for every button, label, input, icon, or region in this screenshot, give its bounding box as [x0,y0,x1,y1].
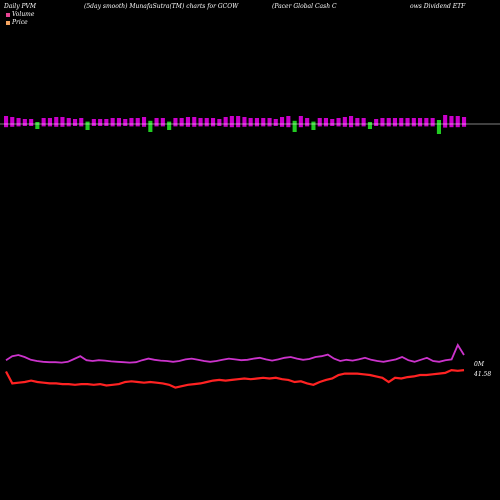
header-chart-title: (5day smooth) MunafaSutra(TM) charts for… [84,3,239,10]
volume-bar [22,119,27,126]
volume-bar [449,116,454,128]
volume-bar [386,118,391,127]
volume-bar [273,119,278,126]
volume-end-label: 0M [474,361,485,368]
volume-bar [60,117,65,127]
volume-bar [29,119,34,126]
volume-bar [198,118,203,127]
volume-bar [211,118,216,127]
volume-bar [148,120,153,132]
volume-bar [66,118,71,127]
volume-bar [317,118,322,127]
volume-bar [286,116,291,128]
header-fund-name-cont: ows Dividend ETF [410,3,466,10]
price-end-label: 41.58 [473,371,491,378]
volume-bar [160,118,165,127]
volume-bar [135,118,140,127]
volume-bar [349,116,354,128]
volume-bar [380,118,385,127]
volume-bar [47,118,52,127]
volume-bar [430,118,435,127]
volume-bar [411,118,416,127]
header-fund-name: (Pacer Global Cash C [272,3,337,10]
volume-bar [424,118,429,127]
volume-bar [4,116,9,128]
volume-bar [392,118,397,127]
volume-bar [405,118,410,127]
volume-bars [4,115,467,134]
volume-bar [298,116,303,128]
legend-volume: Volume [6,11,34,18]
volume-bar [443,115,448,128]
volume-bar [267,118,272,127]
volume-bar [229,116,234,128]
volume-line [5,343,465,364]
volume-bar [179,118,184,127]
volume-bar [342,117,347,127]
volume-bar [10,117,15,127]
volume-bar [361,118,366,127]
volume-bar [73,119,78,126]
volume-bar [462,117,467,127]
volume-bar [185,117,190,127]
volume-bar [35,122,40,129]
volume-bar [236,116,241,128]
volume-bar [142,117,147,127]
volume-bar [217,119,222,126]
legend-price: Price [6,19,28,26]
volume-bar [374,119,379,126]
volume-bar [436,120,441,134]
price-swatch [6,20,10,25]
volume-bar [123,119,128,126]
volume-bar [355,118,360,127]
volume-bar [16,118,21,127]
volume-bar [367,122,372,129]
volume-bar [129,118,134,127]
volume-bar [85,121,90,130]
volume-bar [91,119,96,126]
volume-bar [254,118,259,127]
volume-bar [98,119,103,126]
volume-bar [305,118,310,127]
volume-bar [54,117,59,127]
volume-bar [154,118,159,127]
volume-bar [104,119,109,126]
volume-bar [292,120,297,132]
volume-bar [223,117,228,127]
volume-bar [336,118,341,127]
volume-bar [455,116,460,128]
price-line [5,368,465,389]
volume-bar [418,118,423,127]
volume-bar [192,117,197,127]
volume-bar [323,118,328,127]
volume-bar [399,118,404,127]
legend-price-label: Price [12,19,28,26]
volume-swatch [6,12,10,17]
legend-volume-label: Volume [12,11,35,18]
volume-bar [79,118,84,127]
volume-bar [242,117,247,127]
volume-bar [204,118,209,127]
volume-bar [41,118,46,127]
volume-bar [261,118,266,127]
volume-bar [110,118,115,127]
volume-bar [280,117,285,127]
volume-bar [248,118,253,127]
volume-bar [167,121,172,130]
volume-bar [311,121,316,130]
header-daily-pvm: Daily PVM [4,3,37,10]
volume-bar [330,119,335,126]
volume-bar [116,118,121,127]
volume-bar [173,118,178,127]
